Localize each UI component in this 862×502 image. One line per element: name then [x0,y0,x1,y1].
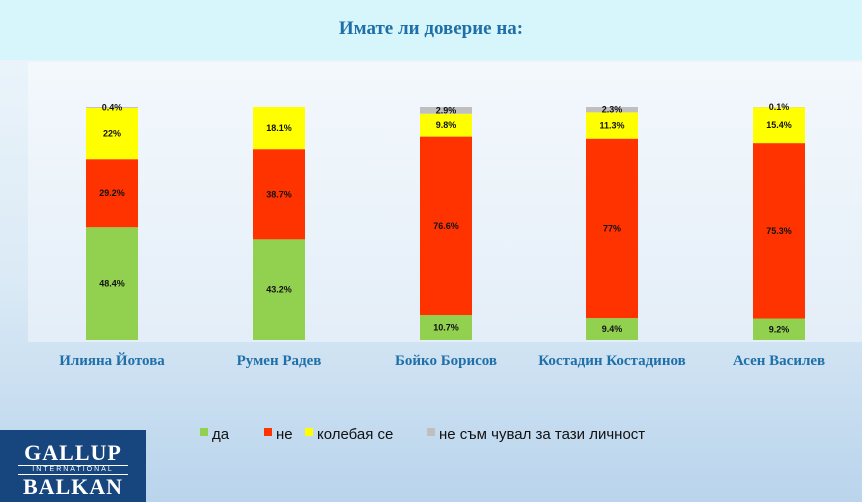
logo-line-2: INTERNATIONAL [18,465,128,475]
legend-label: да [212,426,230,443]
data-label: 9.2% [769,324,790,334]
logo-line-3: BALKAN [22,474,124,499]
bar-segment-1-4 [586,318,638,340]
category-label: Бойко Борисов [395,353,497,369]
bar-segment-3-4 [586,112,638,139]
category-label: Илияна Йотова [59,352,165,369]
data-label: 22% [103,129,121,139]
gallup-logo: GALLUP INTERNATIONAL BALKAN [0,430,146,502]
bar-segment-4-3 [420,107,472,114]
data-label: 11.3% [599,121,624,131]
bar-segment-2-4 [586,138,638,319]
category-label: Асен Василев [733,353,825,369]
legend-swatch [305,428,313,436]
legend-label: не съм чувал за тази личност [439,426,645,443]
data-label: 38.7% [266,189,292,199]
data-label: 0.1% [769,102,790,112]
bar-segment-3-5 [753,107,805,144]
bar-segment-1-3 [420,315,472,340]
chart-title: Имате ли доверие на: [338,18,524,39]
data-label: 9.4% [602,324,623,334]
legend-swatch [264,428,272,436]
bar-segment-2-2 [253,149,305,240]
data-label: 10.7% [433,323,459,333]
bar-segment-4-4 [586,107,638,113]
data-label: 18.1% [266,123,292,133]
bar-segment-1-1 [86,227,138,340]
data-label: 48.4% [99,279,125,289]
category-label: Румен Радев [237,353,322,369]
bar-segment-3-2 [253,107,305,150]
logo-line-1: GALLUP [24,440,122,465]
bar-segment-2-5 [753,143,805,319]
bar-segment-4-1 [86,107,138,108]
data-label: 29.2% [99,188,125,198]
data-label: 15.4% [766,120,792,130]
data-label: 43.2% [266,285,292,295]
legend-swatch [427,428,435,436]
title-band [0,0,862,60]
legend-swatch [200,428,208,436]
category-label: Костадин Костадинов [538,353,685,369]
bar-segment-3-1 [86,107,138,160]
bar-segment-2-1 [86,159,138,228]
data-label: 75.3% [766,226,792,236]
legend-label: колебая се [317,426,393,443]
data-label: 77% [603,223,621,233]
data-label: 2.9% [436,105,457,115]
data-label: 0.4% [102,102,123,112]
data-label: 76.6% [433,221,459,231]
bar-segment-1-5 [753,318,805,340]
legend-label: не [276,426,293,443]
bar-segment-1-2 [253,239,305,340]
data-label: 2.3% [602,105,623,115]
data-label: 9.8% [436,120,457,130]
bar-segment-2-3 [420,136,472,316]
bar-segment-3-3 [420,113,472,137]
